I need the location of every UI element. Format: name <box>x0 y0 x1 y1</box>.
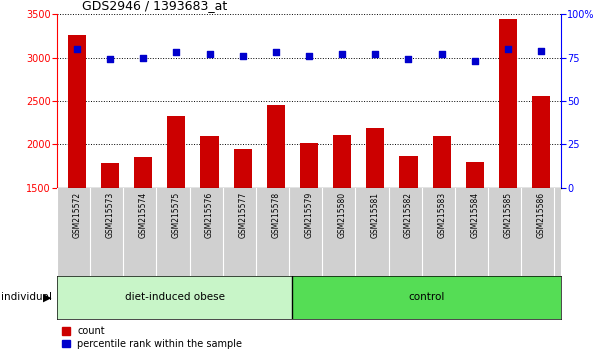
Text: diet-induced obese: diet-induced obese <box>125 292 224 302</box>
Point <box>72 46 82 52</box>
Text: GSM215575: GSM215575 <box>172 192 181 238</box>
Point <box>139 55 148 60</box>
Text: GSM215577: GSM215577 <box>238 192 247 238</box>
Bar <box>499 19 517 188</box>
Bar <box>466 162 484 188</box>
Text: GSM215576: GSM215576 <box>205 192 214 238</box>
Text: GDS2946 / 1393683_at: GDS2946 / 1393683_at <box>82 0 227 12</box>
Legend: count, percentile rank within the sample: count, percentile rank within the sample <box>62 326 242 349</box>
Point <box>172 50 181 55</box>
Point <box>271 50 281 55</box>
Text: GSM215580: GSM215580 <box>338 192 347 238</box>
Text: ▶: ▶ <box>43 292 52 302</box>
Bar <box>300 143 318 188</box>
Bar <box>233 149 252 188</box>
Text: GSM215572: GSM215572 <box>73 192 82 238</box>
Bar <box>400 156 418 188</box>
Bar <box>134 157 152 188</box>
Point <box>437 51 446 57</box>
Point <box>238 53 247 59</box>
Point <box>371 51 380 57</box>
Bar <box>433 136 451 188</box>
Point <box>205 51 214 57</box>
Text: GSM215578: GSM215578 <box>271 192 280 238</box>
Bar <box>333 135 351 188</box>
Bar <box>68 35 86 188</box>
Text: individual: individual <box>1 292 52 302</box>
Bar <box>292 276 561 319</box>
Text: GSM215579: GSM215579 <box>305 192 314 238</box>
Point <box>304 53 314 59</box>
Text: GSM215583: GSM215583 <box>437 192 446 238</box>
Point <box>536 48 546 53</box>
Point <box>503 46 513 52</box>
Bar <box>267 105 285 188</box>
Point <box>404 56 413 62</box>
Text: control: control <box>409 292 445 302</box>
Bar <box>101 163 119 188</box>
Text: GSM215573: GSM215573 <box>106 192 115 238</box>
Bar <box>167 116 185 188</box>
Text: GSM215585: GSM215585 <box>503 192 512 238</box>
Bar <box>57 276 292 319</box>
Text: GSM215581: GSM215581 <box>371 192 380 238</box>
Text: GSM215584: GSM215584 <box>470 192 479 238</box>
Bar <box>532 96 550 188</box>
Bar <box>200 136 218 188</box>
Point <box>105 56 115 62</box>
Point <box>470 58 479 64</box>
Text: GSM215582: GSM215582 <box>404 192 413 238</box>
Text: GSM215574: GSM215574 <box>139 192 148 238</box>
Point <box>337 51 347 57</box>
Text: GSM215586: GSM215586 <box>536 192 545 238</box>
Bar <box>366 128 385 188</box>
